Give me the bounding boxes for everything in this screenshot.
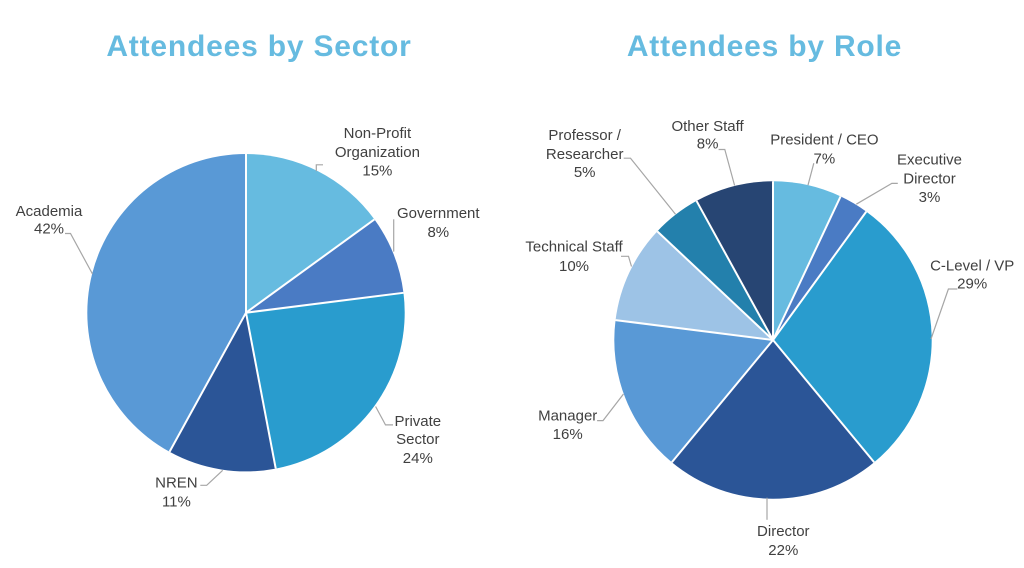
svg-text:29%: 29% bbox=[957, 275, 987, 292]
svg-text:7%: 7% bbox=[814, 151, 836, 168]
svg-text:Sector: Sector bbox=[396, 431, 439, 448]
svg-text:5%: 5% bbox=[574, 164, 596, 181]
svg-text:11%: 11% bbox=[162, 493, 191, 510]
svg-text:Organization: Organization bbox=[335, 144, 420, 161]
svg-text:22%: 22% bbox=[768, 542, 798, 559]
svg-text:Executive: Executive bbox=[897, 151, 962, 168]
svg-text:Attendees by Sector: Attendees by Sector bbox=[106, 30, 411, 63]
svg-text:Other Staff: Other Staff bbox=[671, 118, 744, 135]
svg-text:Researcher: Researcher bbox=[546, 146, 624, 163]
svg-text:10%: 10% bbox=[559, 258, 589, 275]
svg-text:Technical Staff: Technical Staff bbox=[525, 239, 623, 256]
svg-text:Professor /: Professor / bbox=[548, 127, 621, 144]
svg-text:Academia: Academia bbox=[16, 203, 83, 220]
svg-text:Private: Private bbox=[394, 413, 441, 430]
svg-text:3%: 3% bbox=[919, 189, 941, 206]
svg-text:President / CEO: President / CEO bbox=[770, 131, 878, 148]
svg-text:24%: 24% bbox=[403, 450, 433, 467]
svg-text:8%: 8% bbox=[697, 136, 719, 153]
svg-text:Government: Government bbox=[397, 205, 480, 222]
svg-text:C-Level / VP: C-Level / VP bbox=[930, 258, 1014, 275]
svg-text:Manager: Manager bbox=[538, 408, 597, 425]
svg-text:8%: 8% bbox=[427, 224, 449, 241]
svg-text:42%: 42% bbox=[34, 221, 64, 238]
svg-text:15%: 15% bbox=[362, 162, 392, 179]
svg-text:16%: 16% bbox=[553, 426, 583, 443]
svg-text:Attendees by Role: Attendees by Role bbox=[627, 30, 902, 63]
svg-text:Non-Profit: Non-Profit bbox=[344, 125, 412, 142]
svg-text:NREN: NREN bbox=[155, 475, 198, 492]
svg-text:Director: Director bbox=[903, 171, 956, 188]
svg-text:Director: Director bbox=[757, 523, 810, 540]
